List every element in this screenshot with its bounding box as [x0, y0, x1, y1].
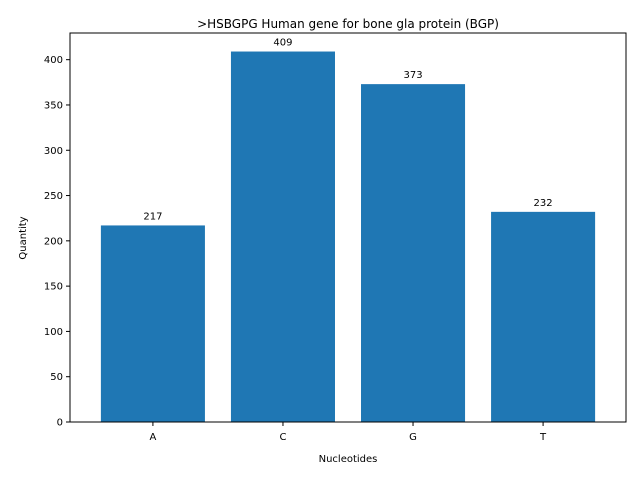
- bar-t: [491, 211, 596, 422]
- y-tick-label: 300: [44, 146, 63, 157]
- chart-title: >HSBGPG Human gene for bone gla protein …: [197, 17, 499, 31]
- bar-c: [230, 51, 335, 423]
- y-tick-label: 400: [44, 55, 63, 66]
- data-label-a: 217: [143, 211, 162, 222]
- y-tick-label: 350: [44, 100, 63, 111]
- y-tick-label: 200: [44, 236, 63, 247]
- data-label-t: 232: [534, 198, 553, 209]
- y-tick-label: 0: [57, 418, 63, 429]
- x-tick-label-c: C: [279, 432, 286, 443]
- x-tick-label-g: G: [409, 432, 417, 443]
- x-axis-label: Nucleotides: [319, 454, 378, 465]
- y-tick-label: 150: [44, 282, 63, 293]
- y-tick-label: 250: [44, 191, 63, 202]
- bar-g: [361, 84, 466, 422]
- y-tick-label: 50: [50, 372, 63, 383]
- y-tick-label: 100: [44, 327, 63, 338]
- x-tick-label-a: A: [149, 432, 156, 443]
- bar-a: [100, 225, 205, 422]
- data-label-c: 409: [273, 38, 292, 49]
- x-tick-label-t: T: [539, 432, 547, 443]
- y-axis: 0 50 100 150 200 250 300 350 400: [44, 55, 70, 429]
- y-axis-label: Quantity: [18, 216, 29, 259]
- data-label-g: 373: [403, 70, 422, 81]
- bars-group: [100, 51, 596, 423]
- data-labels-group: 217 409 373 232: [143, 38, 552, 223]
- plot-frame: [69, 32, 627, 423]
